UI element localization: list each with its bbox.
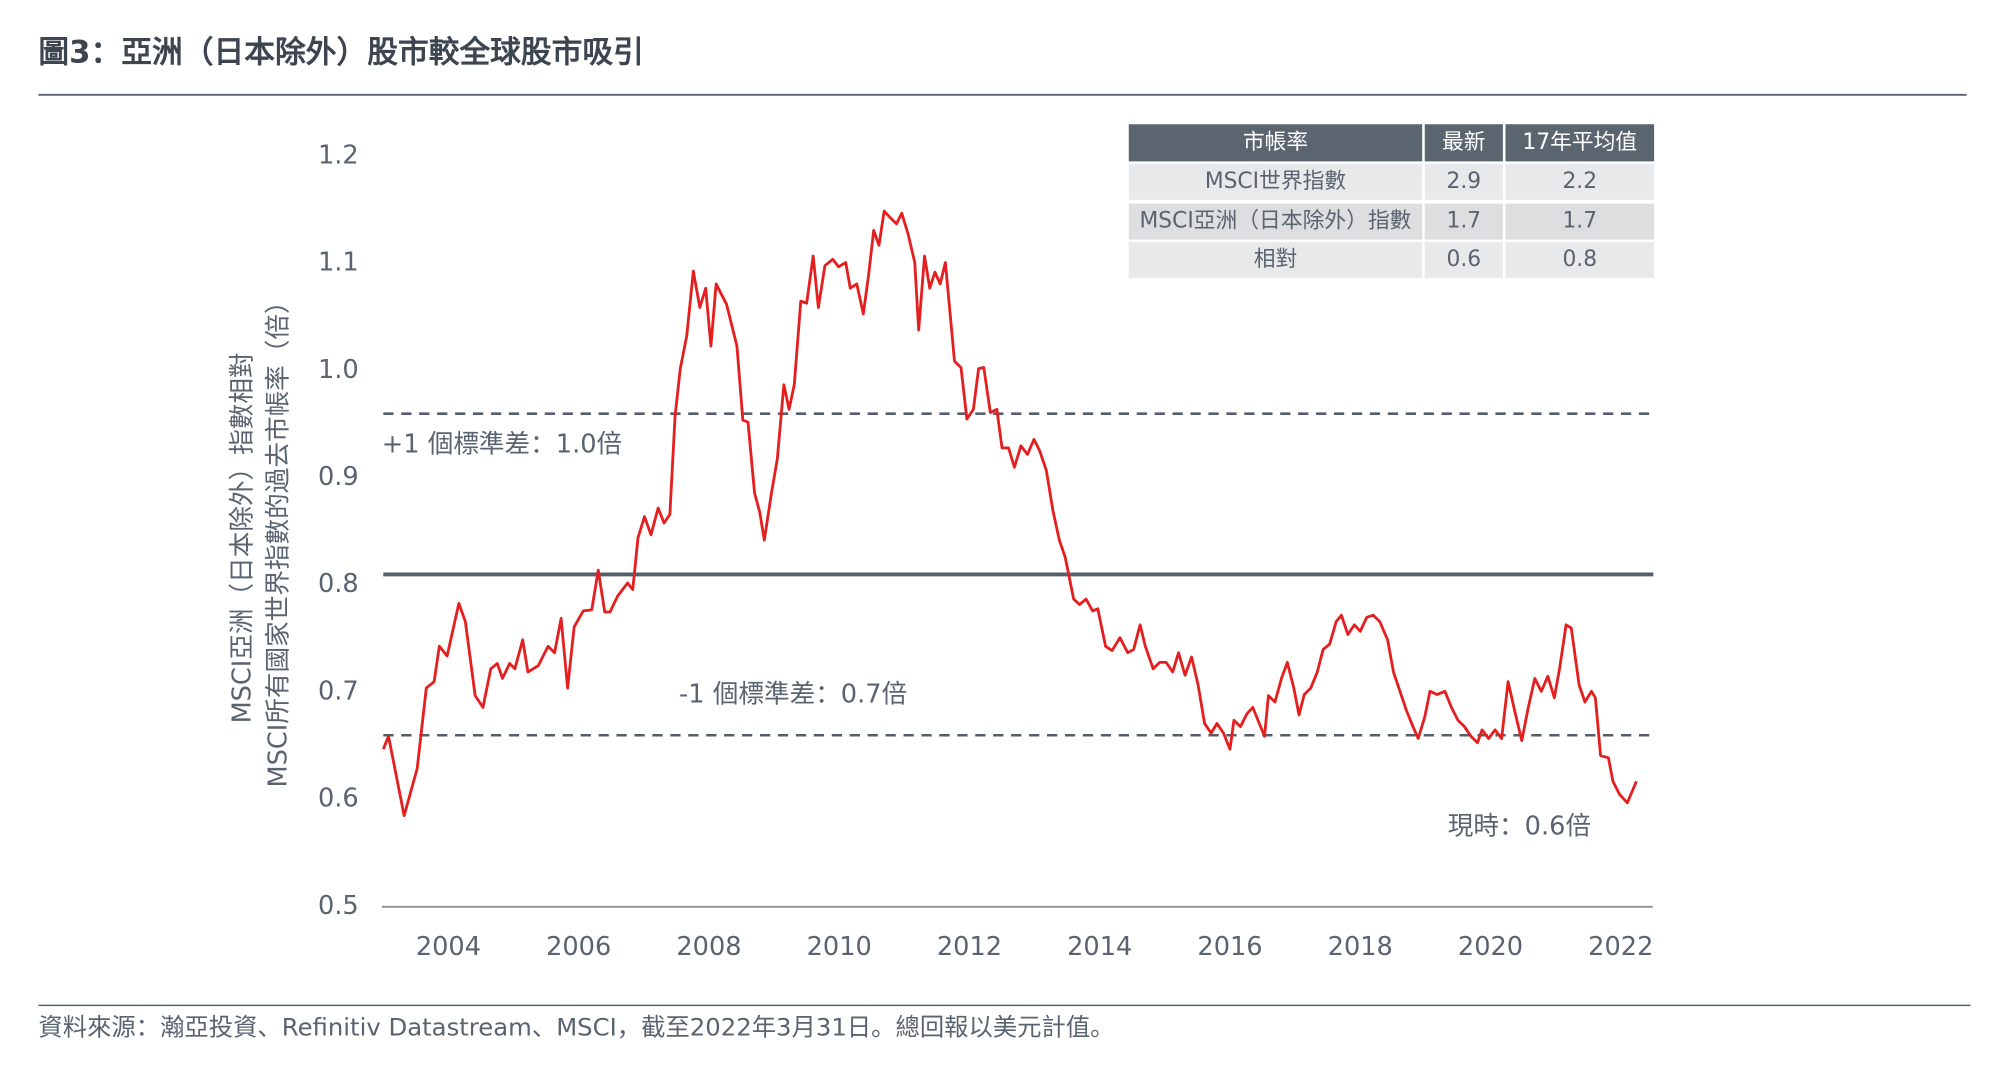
table-header-cell xyxy=(1128,124,1423,162)
chart-title: 圖3：亞洲（日本除外）股市較全球股市吸引 xyxy=(38,34,643,70)
table-cell xyxy=(1505,242,1655,278)
y-axis-title-line: MSCI所有國家世界指數的過去市帳率（倍） xyxy=(263,288,293,787)
table-cell-text: 1.7 xyxy=(1562,209,1597,234)
y-axis-title-line: MSCI亞洲（日本除外）指數相對 xyxy=(227,352,257,723)
table-cell xyxy=(1424,242,1503,278)
y-tick-label: 1.1 xyxy=(318,248,359,278)
table-cell xyxy=(1505,163,1655,200)
table-cell xyxy=(1424,203,1503,240)
table-header-text: 最新 xyxy=(1442,130,1486,155)
x-tick-label: 2020 xyxy=(1458,932,1523,962)
table-cell-text: 相對 xyxy=(1254,247,1298,272)
x-tick-label: 2004 xyxy=(416,932,481,962)
y-tick-label: 0.6 xyxy=(318,784,359,814)
y-tick-label: 0.9 xyxy=(318,462,359,492)
table-cell-text: 0.6 xyxy=(1447,247,1482,272)
table-header-cell xyxy=(1505,124,1655,162)
table-header-cell xyxy=(1424,124,1503,162)
inset-table: 市帳率 最新 17年平均值 MSCI世界指數 2.9 2.2 MSCI亞洲（日本除外）指數 1… xyxy=(1128,124,1655,278)
x-tick-label: 2022 xyxy=(1588,932,1653,962)
x-tick-label: 2010 xyxy=(807,932,872,962)
reference-label: +1 個標準差：1.0倍 xyxy=(382,430,622,460)
y-tick-label: 1.2 xyxy=(318,140,359,170)
table-cell-text: MSCI世界指數 xyxy=(1205,169,1346,194)
x-tick-label: 2012 xyxy=(937,932,1002,962)
x-tick-label: 2018 xyxy=(1328,932,1393,962)
table-cell-text: 2.2 xyxy=(1562,169,1597,194)
table-cell-text: 0.8 xyxy=(1562,247,1597,272)
table-cell-text: 2.9 xyxy=(1447,169,1482,194)
y-tick-label: 0.7 xyxy=(318,676,359,706)
table-cell xyxy=(1424,163,1503,200)
annotation: 現時：0.6倍 xyxy=(1448,811,1591,841)
x-tick-label: 2014 xyxy=(1067,932,1132,962)
y-tick-label: 1.0 xyxy=(318,355,359,385)
y-tick-label: 0.8 xyxy=(318,569,359,599)
table-cell-text: 1.7 xyxy=(1447,209,1482,234)
table-cell xyxy=(1128,242,1423,278)
y-axis-title: MSCI亞洲（日本除外）指數相對 MSCI所有國家世界指數的過去市帳率（倍） xyxy=(227,288,293,787)
y-tick-label: 0.5 xyxy=(318,891,359,921)
reference-label: -1 個標準差：0.7倍 xyxy=(679,679,907,709)
data-line xyxy=(382,209,1638,818)
x-tick-label: 2006 xyxy=(546,932,611,962)
table-cell xyxy=(1128,163,1423,200)
table-cell xyxy=(1128,203,1423,240)
table-header-text: 市帳率 xyxy=(1243,130,1308,155)
x-tick-label: 2008 xyxy=(676,932,741,962)
source-note: 資料來源：瀚亞投資、Refinitiv Datastream、MSCI，截至20… xyxy=(38,1012,1114,1041)
x-tick-label: 2016 xyxy=(1197,932,1262,962)
table-cell-text: MSCI亞洲（日本除外）指數 xyxy=(1140,209,1412,234)
table-cell xyxy=(1505,203,1655,240)
table-header-text: 17年平均值 xyxy=(1522,130,1637,155)
